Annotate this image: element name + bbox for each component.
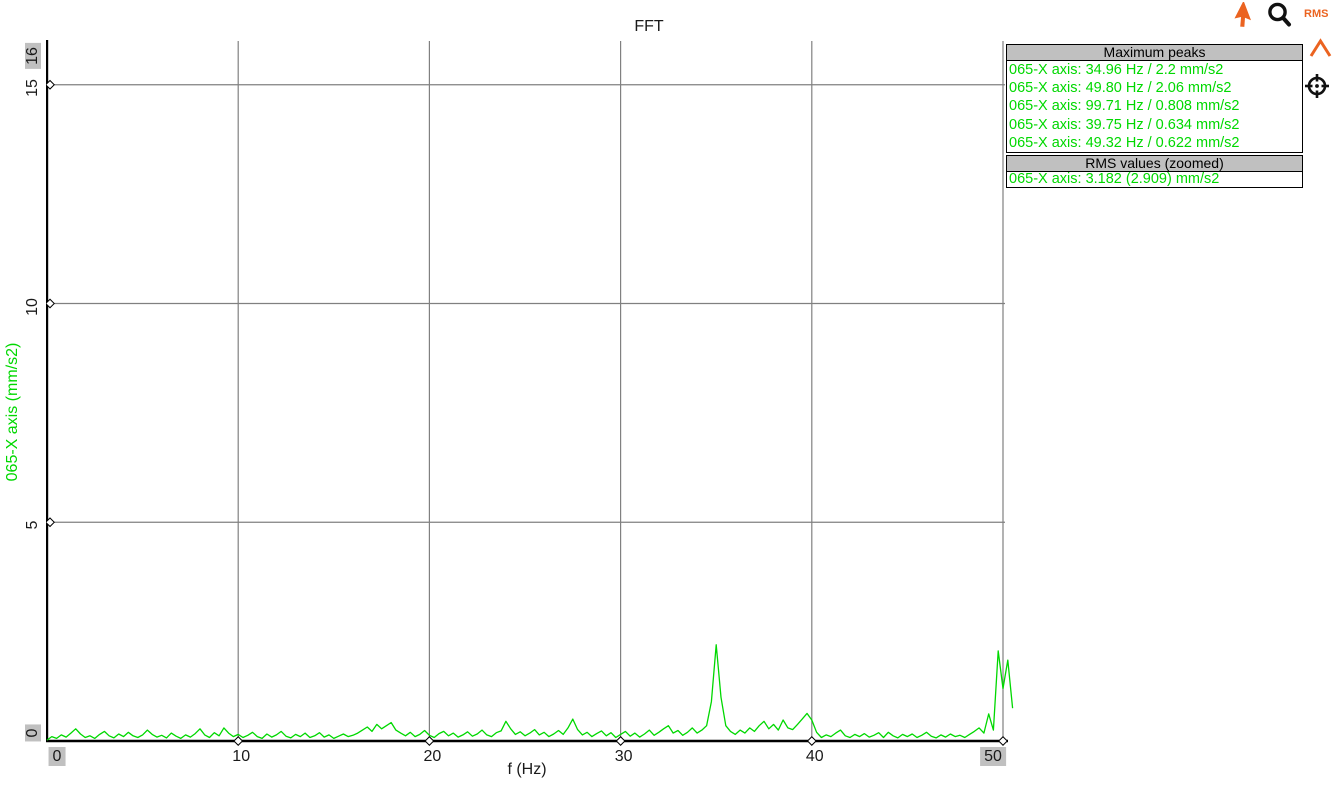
maximum-peaks-header: Maximum peaks [1006,44,1303,61]
x-tick-label: 30 [614,748,633,765]
rms-entry: 065-X axis: 3.182 (2.909) mm/s2 [1009,172,1220,187]
peak-marker-icon[interactable] [1309,38,1332,58]
pointer-icon[interactable] [1233,2,1259,31]
x-tick-label: 10 [232,748,251,765]
x-tick-label: 50 [980,747,1006,766]
peak-entry: 065-X axis: 99.71 Hz / 0.808 mm/s2 [1009,98,1240,115]
peak-entry: 065-X axis: 49.80 Hz / 2.06 mm/s2 [1009,80,1232,97]
rms-values-header: RMS values (zoomed) [1006,155,1303,172]
y-tick-label: 15 [24,78,41,97]
x-tick-label: 20 [423,748,442,765]
peak-entry: 065-X axis: 39.75 Hz / 0.634 mm/s2 [1009,116,1240,133]
rms-values-list: 065-X axis: 3.182 (2.909) mm/s2 [1006,171,1303,188]
peak-entry: 065-X axis: 49.32 Hz / 0.622 mm/s2 [1009,134,1240,151]
zoom-icon[interactable] [1265,1,1295,30]
x-tick-label: 40 [805,748,824,765]
maximum-peaks-list: 065-X axis: 34.96 Hz / 2.2 mm/s2 065-X a… [1006,60,1303,153]
y-axis-title: 065-X axis (mm/s2) [4,342,21,482]
rms-button[interactable]: RMS [1304,8,1329,20]
peak-entry: 065-X axis: 34.96 Hz / 2.2 mm/s2 [1009,62,1224,78]
x-axis-title: f (Hz) [507,761,547,778]
fft-plot-area[interactable] [46,40,1026,748]
y-tick-label: 10 [24,297,41,316]
chart-title: FFT [634,18,664,35]
y-tick-label: 16 [24,43,41,69]
crosshair-icon[interactable] [1302,71,1332,101]
y-tick-label: 0 [24,724,41,742]
y-tick-label: 5 [24,520,41,530]
x-tick-label: 0 [48,747,66,766]
